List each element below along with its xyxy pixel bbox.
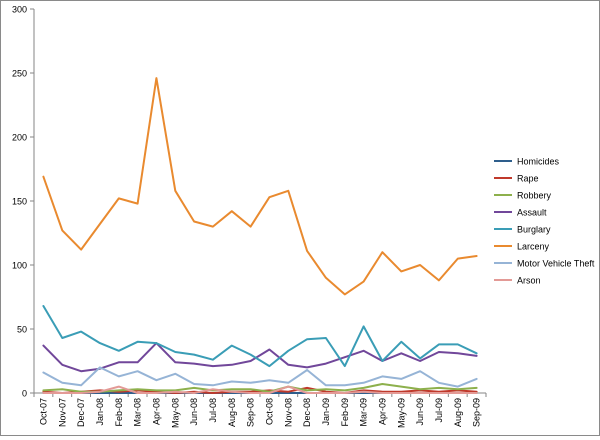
x-tick-label: Aug-09 (453, 398, 463, 427)
y-tick-label: 300 (12, 5, 27, 15)
x-tick-label: Nov-07 (57, 398, 67, 427)
legend-label: Burglary (517, 225, 551, 235)
y-tick-label: 50 (17, 325, 27, 335)
x-tick-label: Feb-09 (340, 398, 350, 427)
x-tick-label: Jan-08 (95, 398, 105, 426)
x-tick-label: Dec-08 (302, 398, 312, 427)
legend-label: Rape (517, 174, 539, 184)
axes: 0 50 100 150 200 250 300 Oct-07 Nov-07 Dec-07 Jan-… (12, 5, 487, 428)
series-lines (42, 77, 478, 394)
series-line-burglary (42, 305, 478, 368)
x-tick-label: Feb-08 (114, 398, 124, 427)
x-tick-label: Apr-09 (377, 398, 387, 425)
series-line-arson (42, 385, 478, 394)
x-tick-label: Apr-08 (151, 398, 161, 425)
x-tick-label: Oct-08 (264, 398, 274, 425)
x-tick-label: Sep-09 (472, 398, 482, 427)
legend-label: Larceny (517, 242, 550, 252)
x-tick-label: Dec-07 (76, 398, 86, 427)
x-tick-label: Nov-08 (283, 398, 293, 427)
legend-label: Robbery (517, 191, 552, 201)
y-tick-label: 100 (12, 261, 27, 271)
x-tick-label: Oct-07 (38, 398, 48, 425)
legend-label: Homicides (517, 157, 560, 167)
x-tick-label: Jul-08 (208, 398, 218, 423)
x-tick-label: Sep-08 (246, 398, 256, 427)
legend: Homicides Rape Robbery Assault Burglary Larce… (494, 157, 595, 286)
x-tick-label: Mar-08 (133, 398, 143, 427)
y-tick-label: 150 (12, 197, 27, 207)
legend-label: Assault (517, 208, 547, 218)
x-tick-label: May-09 (396, 398, 406, 428)
series-line-assault (42, 342, 478, 373)
legend-label: Arson (517, 276, 541, 286)
x-tick-label: Aug-08 (227, 398, 237, 427)
y-tick-label: 250 (12, 69, 27, 79)
x-tick-label: Jan-09 (321, 398, 331, 426)
x-tick-label: Jun-08 (189, 398, 199, 426)
series-line-robbery (42, 383, 478, 393)
x-tick-label: May-08 (170, 398, 180, 428)
series-line-motor-vehicle-theft (42, 366, 478, 388)
legend-label: Motor Vehicle Theft (517, 259, 595, 269)
x-tick-label: Jul-09 (434, 398, 444, 423)
y-tick-label: 200 (12, 133, 27, 143)
series-line-larceny (42, 77, 478, 296)
y-tick-label: 0 (22, 389, 27, 399)
x-tick-label: Jun-09 (415, 398, 425, 426)
x-tick-label: Mar-09 (359, 398, 369, 427)
